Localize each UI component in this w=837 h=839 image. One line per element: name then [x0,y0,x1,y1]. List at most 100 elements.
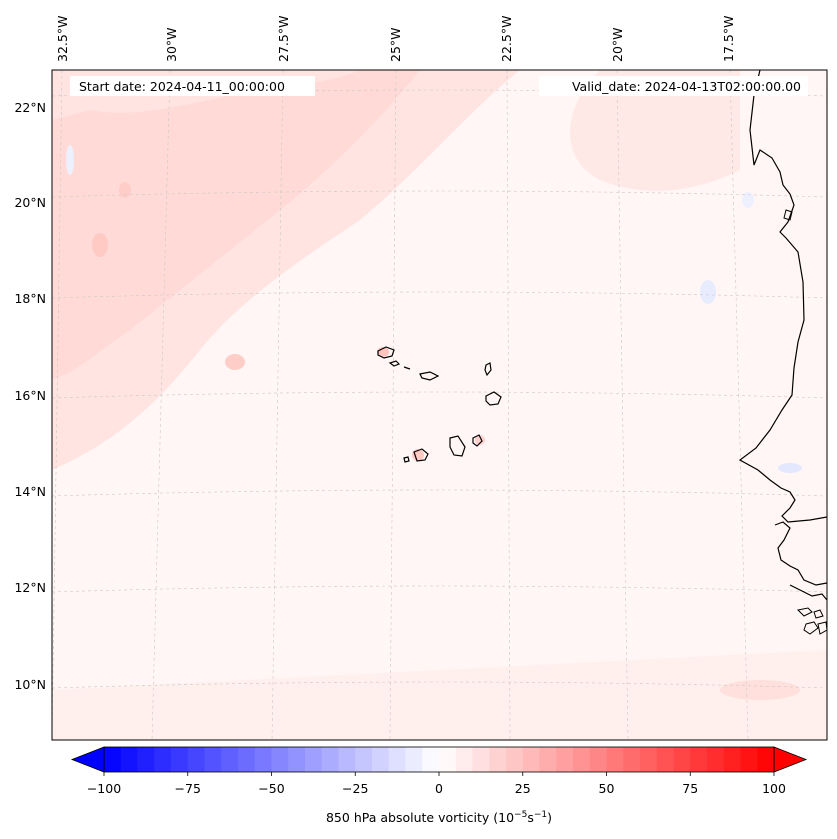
map-panel[interactable] [52,70,827,740]
colorbar-tick-label: 50 [599,781,615,796]
island-maio [472,434,483,447]
vorticity-speckle [720,680,800,700]
colorbar-step [522,747,540,772]
gridline-lat-14n [52,489,827,497]
lat-label: 12°N [14,580,46,595]
gridline-lon-27-5w [271,70,284,740]
valid-date-box [539,76,808,96]
lon-label: 32.5°W [55,16,70,62]
start-date-label: Start date: 2024-04-11_00:00:00 [79,79,285,94]
colorbar-extend-low [70,746,105,773]
vorticity-speckle [475,435,485,445]
colorbar-tick-label: −100 [87,781,121,796]
colorbar-tick-label: −75 [175,781,201,796]
colorbar-tick-label: −50 [258,781,284,796]
longitude-labels: 32.5°W 30°W 27.5°W 25°W 22.5°W 20°W 17.5… [55,16,736,62]
island-sao-nicolau [419,371,440,381]
island-brava [403,456,410,463]
gridline-lon-22-5w [506,70,511,740]
island-santo-antao [377,346,395,359]
start-date-box [70,76,315,96]
colorbar-step [221,747,239,772]
colorbar-step [120,747,138,772]
coast-inlet [783,209,793,221]
colorbar-step [422,747,440,772]
vorticity-patch [570,70,740,191]
vorticity-speckle [119,182,131,198]
colorbar-step [455,747,473,772]
colorbar-step [305,747,323,772]
west-africa-coastline [738,70,827,523]
gridline-lon-17-5w [729,70,749,740]
colorbar-step [439,747,457,772]
colorbar-step [489,747,507,772]
negative-vorticity-speckle [778,463,802,473]
colorbar-step [187,747,205,772]
island-boa-vista [485,391,502,406]
colorbar-steps [104,747,775,772]
lat-label: 18°N [14,291,46,306]
colorbar-step [338,747,356,772]
lon-label: 25°W [388,27,403,62]
gridline-lat-18n [52,291,827,299]
colorbar-step [656,747,674,772]
colorbar: −100 −75 −50 −25 0 25 50 75 100 850 hPa absolute… [70,746,808,825]
negative-vorticity-speckle [742,192,754,208]
colorbar-tick-label: 75 [682,781,698,796]
lat-label: 14°N [14,484,46,499]
colorbar-step [506,747,524,772]
colorbar-step [640,747,658,772]
lon-label: 20°W [610,27,625,62]
colorbar-step [740,747,758,772]
colorbar-ticks: −100 −75 −50 −25 0 25 50 75 100 [87,772,786,796]
negative-vorticity-speckle [700,280,716,304]
colorbar-step [673,747,691,772]
gridline-lat-16n [52,391,827,399]
colorbar-tick-label: 25 [515,781,531,796]
colorbar-step [271,747,289,772]
colorbar-tick-label: −25 [342,781,368,796]
colorbar-step [707,747,725,772]
colorbar-step [238,747,256,772]
colorbar-step [204,747,222,772]
lat-label: 22°N [14,100,46,115]
colorbar-extend-high [773,746,808,773]
colorbar-step [606,747,624,772]
colorbar-step [137,747,155,772]
colorbar-step [757,747,775,772]
colorbar-tick-label: 0 [435,781,443,796]
lat-label: 10°N [14,677,46,692]
gridline-lat-10n [52,681,827,689]
gridline-lon-20w [616,70,629,740]
colorbar-step [556,747,574,772]
vorticity-southern [52,650,827,740]
colorbar-step [104,747,122,772]
map-frame [51,69,828,741]
valid-date-label: Valid_date: 2024-04-13T02:00:00.00 [572,79,801,94]
colorbar-step [589,747,607,772]
lon-label: 27.5°W [276,16,291,62]
colorbar-step [690,747,708,772]
island-sao-vicente [388,360,401,367]
vorticity-speckle [92,233,108,257]
colorbar-step [623,747,641,772]
lon-label: 17.5°W [721,16,736,62]
cape-verde-islands [377,346,502,463]
latitude-labels: 22°N 20°N 18°N 16°N 14°N 12°N 10°N [14,100,46,692]
lon-label: 22.5°W [499,16,514,62]
gridline-lat-12n [52,585,827,593]
island-sal [484,362,492,377]
colorbar-step [171,747,189,772]
lat-label: 20°N [14,195,46,210]
island-bissagos-1 [796,607,813,617]
vorticity-speckle [225,354,245,370]
island-fogo [413,448,429,462]
vorticity-band-inner [52,70,420,380]
colorbar-step [539,747,557,772]
colorbar-step [388,747,406,772]
lat-label: 16°N [14,388,46,403]
guinea-bissau-coastline [774,521,827,586]
colorbar-step [723,747,741,772]
colorbar-step [405,747,423,772]
